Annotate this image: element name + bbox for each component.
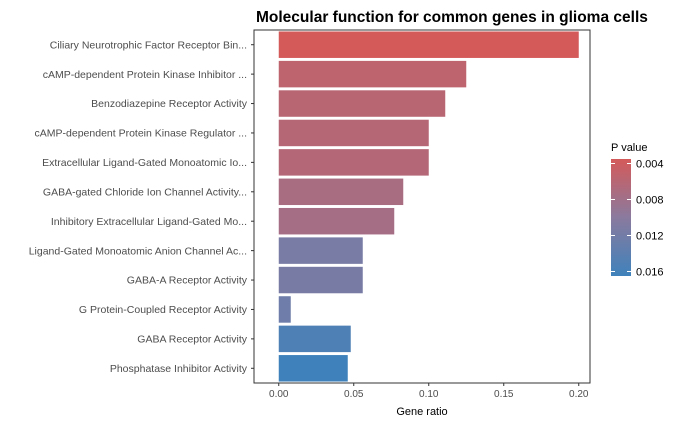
plot-area: Ciliary Neurotrophic Factor Receptor Bin… <box>29 31 589 400</box>
category-label: Phosphatase Inhibitor Activity <box>110 363 248 375</box>
x-tick-label: 0.05 <box>344 389 364 400</box>
bar <box>278 355 348 382</box>
category-label: cAMP-dependent Protein Kinase Regulator … <box>35 128 247 140</box>
bar <box>278 266 363 294</box>
x-tick-label: 0.00 <box>269 389 289 400</box>
category-label: Ligand-Gated Monoatomic Anion Channel Ac… <box>29 245 247 257</box>
legend-tick-label: 0.008 <box>636 195 664 207</box>
category-label: Extracellular Ligand-Gated Monoatomic Io… <box>42 157 247 169</box>
category-label: GABA-gated Chloride Ion Channel Activity… <box>43 186 247 198</box>
x-tick-label: 0.20 <box>569 389 589 400</box>
legend-title: P value <box>611 142 648 154</box>
category-label: GABA-A Receptor Activity <box>127 275 248 287</box>
bar <box>278 119 429 147</box>
bar <box>278 60 467 88</box>
legend-tick-label: 0.016 <box>636 267 664 279</box>
x-tick-label: 0.15 <box>494 389 514 400</box>
bar <box>278 149 429 176</box>
category-label: cAMP-dependent Protein Kinase Inhibitor … <box>43 69 247 81</box>
legend: P value 0.004 0.008 0.012 0.016 <box>611 142 664 279</box>
bar <box>278 178 404 206</box>
category-label: G Protein-Coupled Receptor Activity <box>79 304 248 316</box>
legend-tick-label: 0.004 <box>636 159 664 171</box>
bar <box>278 207 395 235</box>
legend-colorbar <box>611 159 631 276</box>
x-axis-title: Gene ratio <box>396 406 447 418</box>
category-label: Benzodiazepine Receptor Activity <box>91 98 248 110</box>
bar <box>278 237 363 264</box>
legend-tick-label: 0.012 <box>636 231 664 243</box>
plot-border <box>253 29 591 384</box>
chart-title: Molecular function for common genes in g… <box>256 9 648 26</box>
x-tick-label: 0.10 <box>419 389 439 400</box>
bar <box>278 31 579 58</box>
category-label: Inhibitory Extracellular Ligand-Gated Mo… <box>51 216 247 228</box>
bar <box>278 325 351 353</box>
bar <box>278 90 446 117</box>
category-label: Ciliary Neurotrophic Factor Receptor Bin… <box>50 39 247 51</box>
category-label: GABA Receptor Activity <box>137 334 247 346</box>
bar <box>278 296 291 323</box>
